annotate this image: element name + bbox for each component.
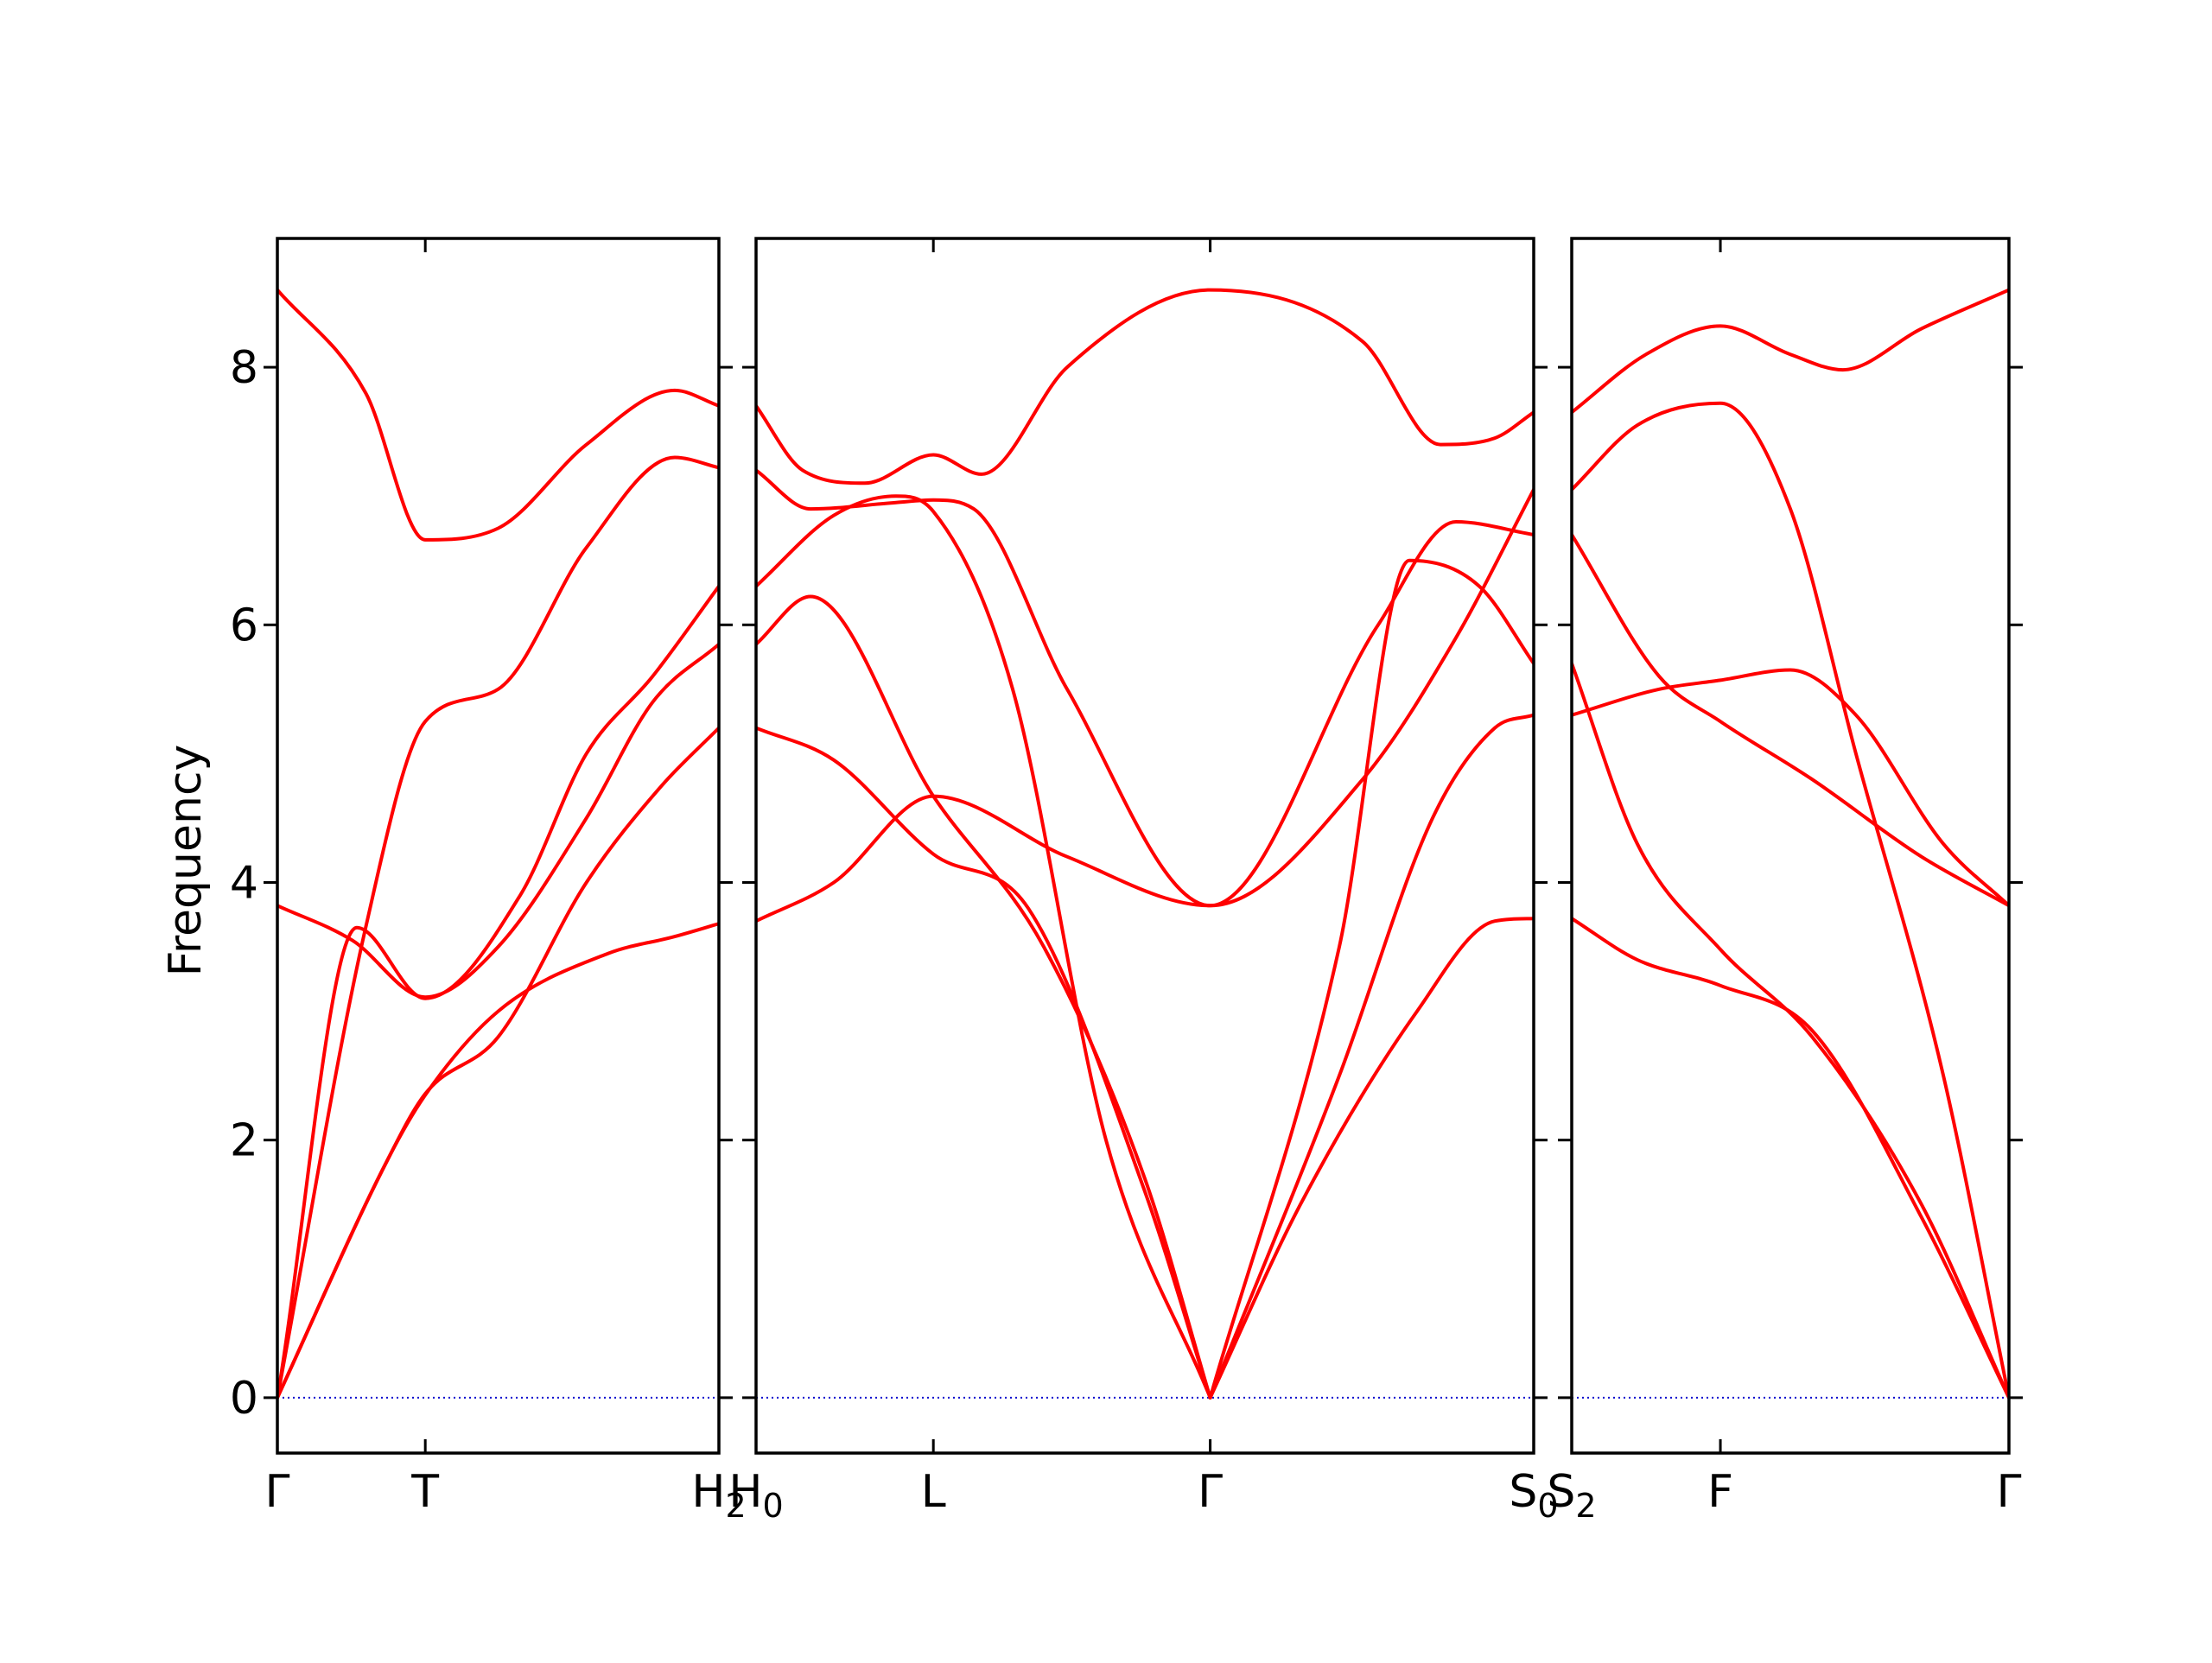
band-line-5 [756, 468, 1534, 908]
band-line-2 [1572, 662, 2009, 1400]
x-tick-label: H2 [691, 1466, 746, 1525]
panel-1: 0 2 4 6 8 Γ T H2 [230, 237, 747, 1525]
band-line-6 [277, 288, 719, 542]
band-line-6 [1572, 288, 2009, 415]
x-tick-label: Γ [265, 1466, 290, 1518]
y-tick-label: 6 [230, 600, 258, 651]
band-line-5 [277, 455, 719, 1400]
panel-frame [276, 237, 721, 1455]
x-tick-label: H0 [728, 1466, 783, 1525]
band-line-4 [1572, 668, 2009, 908]
band-line-7 [1208, 558, 1534, 1400]
x-tick-label: S0 [1509, 1466, 1558, 1525]
x-tick-label: L [921, 1466, 946, 1518]
x-tick-label: S2 [1547, 1466, 1596, 1525]
band-line-3 [1572, 532, 2009, 908]
band-line-2 [756, 594, 1212, 1400]
y-axis-label: Frequency [160, 745, 212, 977]
panel-3: S2 F Γ [1547, 237, 2023, 1525]
band-line-1 [1572, 917, 2009, 1400]
y-tick-label: 2 [230, 1115, 258, 1167]
band-lines [277, 288, 719, 1400]
band-line-3 [277, 642, 719, 1000]
y-tick-label: 0 [230, 1373, 258, 1425]
y-tick-label: 8 [230, 342, 258, 394]
band-line-3 [756, 494, 1212, 1400]
band-line-2 [277, 726, 719, 1400]
x-tick-label: T [410, 1466, 439, 1518]
panel-frame [1570, 237, 2011, 1455]
x-tick-label: Γ [1198, 1466, 1223, 1518]
band-line-6 [756, 288, 1534, 486]
band-line-8 [1208, 713, 1534, 1400]
panel-2: H0 L Γ S0 [728, 237, 1559, 1525]
x-tick-label: F [1707, 1466, 1733, 1518]
band-line-5 [1572, 401, 2009, 1400]
band-line-4 [756, 487, 1534, 924]
band-line-1 [756, 726, 1212, 1400]
band-line-9 [1208, 917, 1534, 1400]
x-tick-label: Γ [1997, 1466, 2022, 1518]
y-tick-label: 4 [230, 857, 258, 909]
band-lines [756, 288, 1534, 1400]
band-line-4 [277, 584, 719, 1400]
band-lines [1572, 288, 2009, 1400]
panel-frame [754, 237, 1535, 1455]
